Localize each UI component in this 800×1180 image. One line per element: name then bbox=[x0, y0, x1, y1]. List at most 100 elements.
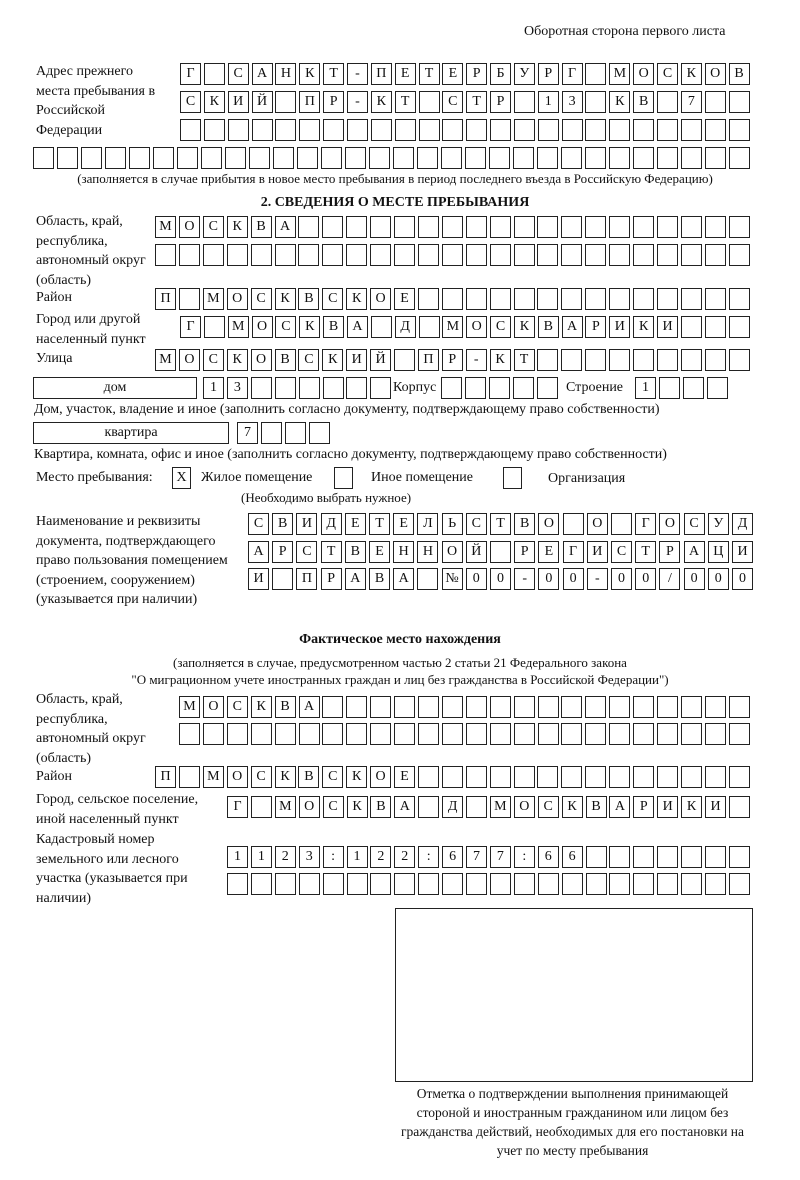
char-cell[interactable] bbox=[585, 288, 607, 310]
char-cell[interactable]: К bbox=[370, 91, 392, 113]
char-cell[interactable]: С bbox=[298, 349, 320, 371]
char-cell[interactable] bbox=[561, 696, 583, 718]
char-cell[interactable]: Г bbox=[635, 513, 657, 535]
char-cell[interactable]: О bbox=[441, 541, 463, 563]
char-cell[interactable] bbox=[704, 216, 726, 238]
char-cell[interactable]: С bbox=[322, 766, 344, 788]
char-cell[interactable] bbox=[417, 216, 439, 238]
char-cell[interactable] bbox=[394, 873, 416, 895]
char-cell[interactable] bbox=[728, 796, 750, 818]
char-cell[interactable] bbox=[633, 846, 655, 868]
char-cell[interactable]: В bbox=[250, 216, 272, 238]
char-cell[interactable]: Д bbox=[442, 796, 464, 818]
char-cell[interactable] bbox=[561, 288, 583, 310]
place-option-residential-checkbox[interactable]: X bbox=[172, 467, 191, 489]
char-cell[interactable]: С bbox=[250, 766, 272, 788]
char-cell[interactable]: И bbox=[657, 796, 679, 818]
char-cell[interactable] bbox=[308, 422, 330, 444]
char-cell[interactable] bbox=[417, 244, 439, 266]
char-cell[interactable]: О bbox=[202, 696, 224, 718]
char-cell[interactable] bbox=[633, 873, 655, 895]
char-cell[interactable] bbox=[537, 696, 559, 718]
char-cell[interactable] bbox=[704, 349, 726, 371]
char-cell[interactable]: О bbox=[370, 766, 392, 788]
char-cell[interactable]: Р bbox=[320, 568, 342, 590]
char-cell[interactable] bbox=[728, 846, 750, 868]
char-cell[interactable]: Т bbox=[418, 63, 440, 85]
char-cell[interactable] bbox=[513, 723, 535, 745]
char-cell[interactable]: С bbox=[537, 796, 559, 818]
char-cell[interactable] bbox=[442, 873, 464, 895]
char-cell[interactable] bbox=[704, 244, 726, 266]
char-cell[interactable] bbox=[704, 316, 726, 338]
char-cell[interactable]: С bbox=[442, 91, 464, 113]
char-cell[interactable] bbox=[203, 63, 225, 85]
char-cell[interactable] bbox=[441, 723, 463, 745]
char-cell[interactable]: Г bbox=[227, 796, 248, 818]
char-cell[interactable] bbox=[611, 513, 632, 535]
char-cell[interactable]: М bbox=[442, 316, 464, 338]
char-cell[interactable] bbox=[370, 119, 392, 141]
char-cell[interactable]: Т bbox=[394, 91, 416, 113]
char-cell[interactable] bbox=[728, 244, 750, 266]
char-cell[interactable]: Д bbox=[320, 513, 342, 535]
char-cell[interactable] bbox=[656, 216, 678, 238]
char-cell[interactable]: И bbox=[732, 541, 753, 563]
char-cell[interactable] bbox=[105, 147, 126, 169]
char-cell[interactable] bbox=[346, 723, 368, 745]
char-cell[interactable] bbox=[561, 216, 583, 238]
char-cell[interactable] bbox=[561, 873, 583, 895]
char-cell[interactable] bbox=[441, 147, 462, 169]
char-cell[interactable]: Е bbox=[538, 541, 560, 563]
char-cell[interactable]: Л bbox=[417, 513, 439, 535]
char-cell[interactable]: Д bbox=[394, 316, 416, 338]
char-cell[interactable] bbox=[489, 723, 511, 745]
char-cell[interactable]: О bbox=[251, 316, 273, 338]
char-cell[interactable]: К bbox=[226, 216, 248, 238]
char-cell[interactable] bbox=[609, 244, 631, 266]
char-cell[interactable] bbox=[442, 119, 464, 141]
char-cell[interactable] bbox=[513, 288, 535, 310]
char-cell[interactable] bbox=[633, 696, 655, 718]
char-cell[interactable] bbox=[728, 696, 750, 718]
char-cell[interactable]: И bbox=[586, 541, 608, 563]
char-cell[interactable]: № bbox=[441, 568, 463, 590]
char-cell[interactable] bbox=[322, 216, 344, 238]
char-cell[interactable] bbox=[250, 244, 272, 266]
char-cell[interactable] bbox=[633, 766, 654, 788]
char-cell[interactable] bbox=[226, 723, 248, 745]
char-cell[interactable]: С bbox=[611, 541, 632, 563]
char-cell[interactable] bbox=[346, 216, 368, 238]
char-cell[interactable] bbox=[346, 244, 368, 266]
char-cell[interactable]: 0 bbox=[490, 568, 511, 590]
char-cell[interactable] bbox=[682, 377, 704, 399]
char-cell[interactable]: - bbox=[346, 91, 368, 113]
char-cell[interactable] bbox=[394, 723, 416, 745]
char-cell[interactable]: В bbox=[344, 541, 366, 563]
char-cell[interactable]: 1 bbox=[537, 91, 559, 113]
char-cell[interactable]: С bbox=[250, 288, 272, 310]
char-cell[interactable] bbox=[489, 288, 511, 310]
char-cell[interactable]: Т bbox=[490, 513, 511, 535]
char-cell[interactable] bbox=[680, 288, 702, 310]
char-cell[interactable]: К bbox=[633, 316, 655, 338]
char-cell[interactable]: В bbox=[585, 796, 607, 818]
char-cell[interactable] bbox=[680, 119, 702, 141]
char-cell[interactable] bbox=[322, 696, 344, 718]
char-cell[interactable]: 0 bbox=[562, 568, 584, 590]
char-cell[interactable] bbox=[513, 147, 534, 169]
char-cell[interactable]: М bbox=[179, 696, 200, 718]
char-cell[interactable] bbox=[609, 119, 631, 141]
char-cell[interactable]: А bbox=[394, 796, 416, 818]
char-cell[interactable] bbox=[489, 216, 511, 238]
char-cell[interactable]: В bbox=[274, 696, 296, 718]
char-cell[interactable]: К bbox=[250, 696, 272, 718]
char-cell[interactable] bbox=[202, 244, 224, 266]
char-cell[interactable] bbox=[680, 723, 702, 745]
flat-type-field[interactable]: квартира bbox=[33, 422, 229, 444]
char-cell[interactable]: Р bbox=[490, 91, 512, 113]
char-cell[interactable] bbox=[249, 147, 270, 169]
place-option-organization-checkbox[interactable] bbox=[503, 467, 522, 489]
char-cell[interactable] bbox=[585, 216, 607, 238]
char-cell[interactable] bbox=[633, 216, 654, 238]
